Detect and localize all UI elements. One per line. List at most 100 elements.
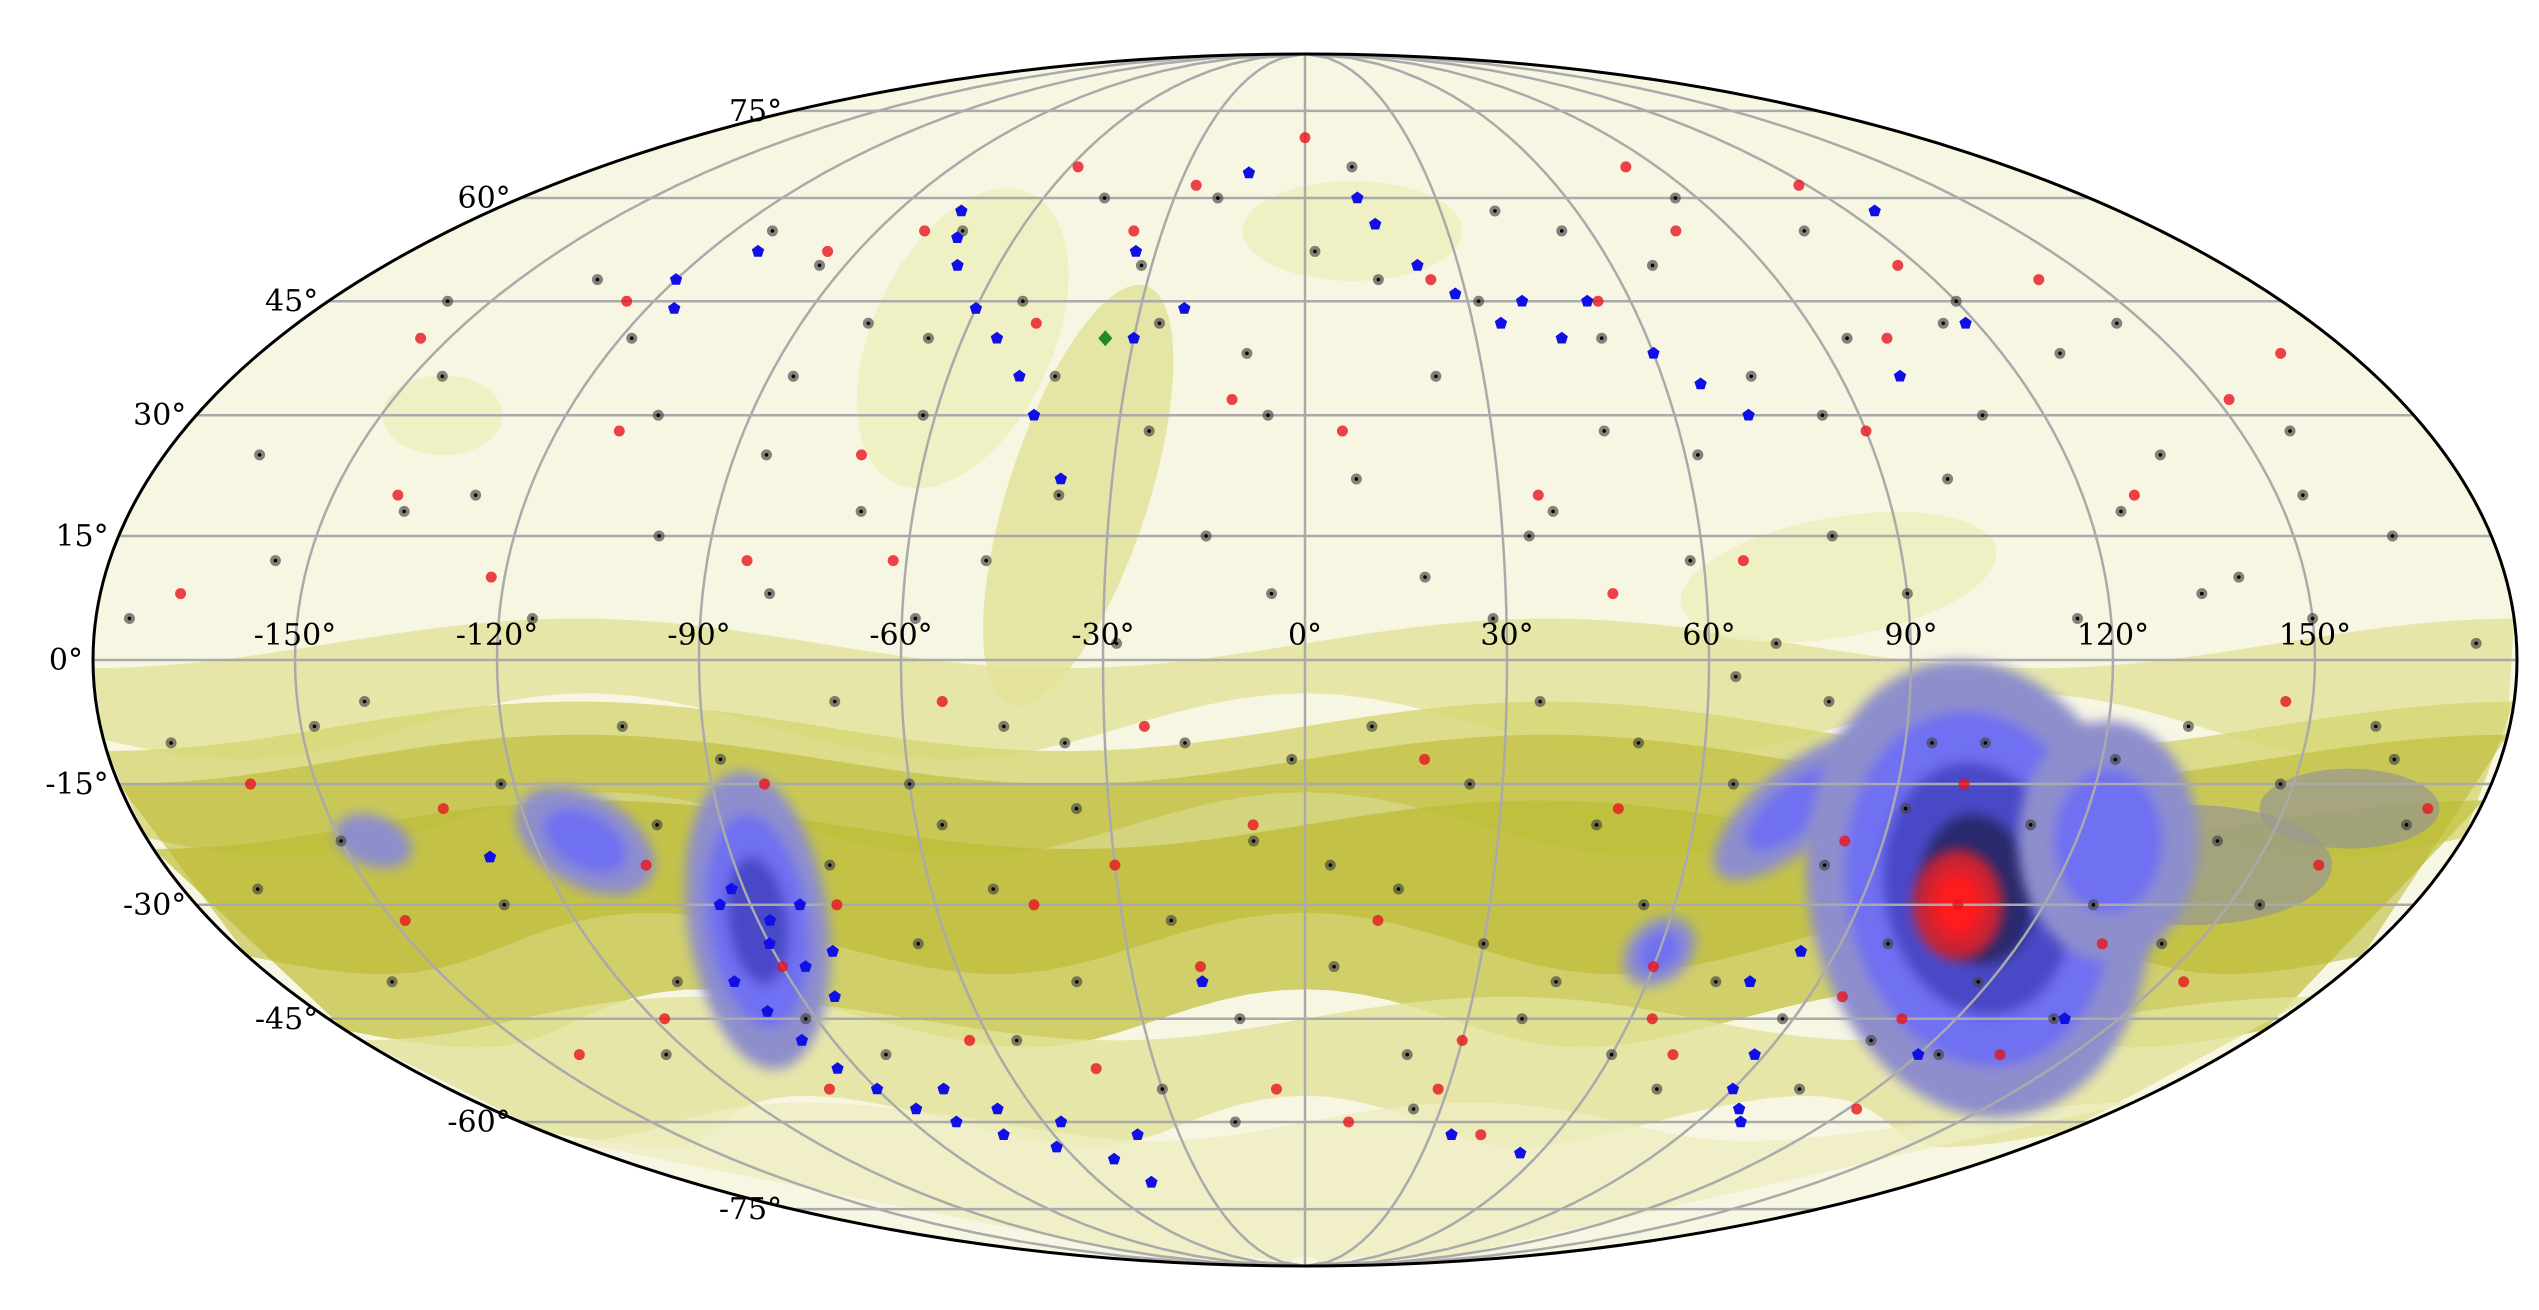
data-point-core — [2390, 534, 2395, 538]
y-tick-label: 75° — [729, 94, 782, 129]
data-point — [1013, 369, 1026, 382]
data-point-core — [1114, 641, 1119, 646]
data-point-core — [2310, 616, 2315, 621]
data-point-core — [940, 823, 944, 827]
data-point-core — [1527, 534, 1531, 538]
data-point-core — [1551, 509, 1555, 514]
data-point — [950, 1115, 963, 1128]
y-tick-label: 15° — [55, 519, 108, 554]
grid-meridian — [1304, 54, 1913, 1266]
data-point — [1748, 1048, 1761, 1060]
data-point-core — [1102, 196, 1107, 200]
data-point-core — [1423, 575, 1427, 579]
data-point-core — [2200, 591, 2204, 596]
data-point — [1734, 1115, 1747, 1128]
data-point-core — [1599, 336, 1604, 341]
data-point — [437, 803, 449, 815]
data-point-core — [1328, 863, 1333, 867]
data-point — [826, 944, 839, 957]
data-point — [573, 1049, 585, 1061]
data-point — [751, 244, 765, 257]
data-point-core — [1559, 229, 1564, 233]
series-circle — [123, 161, 2482, 1128]
data-point — [1054, 1115, 1068, 1128]
data-point-core — [1074, 806, 1079, 811]
density-peak — [516, 786, 655, 896]
data-point-core — [884, 1052, 888, 1057]
data-point-core — [1056, 493, 1061, 497]
data-point-core — [1554, 979, 1558, 984]
data-point — [919, 225, 931, 237]
data-point — [997, 1128, 1010, 1140]
data-point — [1445, 1128, 1458, 1140]
data-point — [969, 302, 983, 314]
grid-meridian — [1304, 54, 2317, 1266]
data-point-core — [2215, 839, 2220, 843]
data-point-core — [1074, 979, 1079, 984]
x-tick-label: -30° — [1071, 618, 1134, 653]
data-point — [1694, 377, 1707, 390]
data-point-core — [1797, 1087, 1802, 1091]
grid-meridian — [1304, 54, 2115, 1266]
data-point-core — [1289, 757, 1294, 762]
data-point-core — [1169, 918, 1174, 923]
data-point-core — [1476, 299, 1481, 304]
data-point — [1912, 1048, 1925, 1060]
data-point-core — [1976, 979, 1981, 984]
data-point — [1050, 1140, 1063, 1153]
data-point-core — [1830, 534, 1835, 538]
y-tick-labels: 75° 60° 45° 30° 15° 0° -15° -30° -45° -60° -75° — [45, 94, 782, 1227]
data-point-core — [1014, 1038, 1019, 1043]
data-point — [1514, 1146, 1527, 1159]
data-point — [485, 571, 497, 583]
data-point — [1742, 408, 1755, 421]
y-tick-label: -30° — [123, 888, 186, 923]
data-point-core — [1980, 413, 1985, 417]
data-point-core — [2119, 509, 2123, 514]
data-point-core — [2288, 429, 2292, 433]
data-point — [1646, 1013, 1658, 1025]
data-point — [1247, 819, 1259, 831]
data-point — [728, 975, 741, 987]
density-patch — [2259, 768, 2440, 849]
data-point-core — [991, 887, 996, 891]
data-point — [1836, 991, 1848, 1003]
data-point-core — [1594, 823, 1599, 827]
data-point-core — [2257, 903, 2262, 907]
data-point-core — [530, 616, 535, 621]
data-point — [483, 850, 497, 863]
data-point-core — [1332, 964, 1336, 969]
data-point — [2096, 938, 2108, 950]
scatter-points — [123, 132, 2482, 1188]
data-point — [2422, 803, 2434, 815]
data-point-core — [770, 229, 775, 233]
data-point-core — [2058, 351, 2062, 356]
y-tick-label: 45° — [265, 284, 318, 319]
data-point-core — [1903, 806, 1908, 811]
data-point — [1270, 1083, 1282, 1095]
data-point-core — [1354, 477, 1359, 481]
data-point-core — [2186, 724, 2191, 729]
data-point — [1726, 1082, 1740, 1095]
data-point — [1194, 961, 1206, 973]
data-point-core — [2091, 903, 2096, 907]
data-point-core — [255, 887, 260, 891]
data-point — [936, 696, 948, 708]
data-point-core — [1609, 1052, 1614, 1057]
data-point — [713, 898, 726, 911]
data-point — [2033, 274, 2045, 286]
data-point-core — [916, 941, 921, 946]
map-boundary — [91, 52, 2519, 1268]
data-point-core — [1945, 477, 1950, 481]
data-point-core — [1245, 351, 1249, 356]
data-point — [828, 990, 841, 1002]
data-point — [910, 1102, 923, 1115]
data-point — [1432, 1083, 1444, 1095]
data-point-core — [913, 616, 918, 621]
data-point — [795, 1033, 808, 1046]
data-point-core — [1491, 616, 1495, 621]
y-tick-label: -45° — [255, 1002, 318, 1037]
data-point-core — [1411, 1107, 1416, 1111]
data-point — [392, 489, 404, 501]
